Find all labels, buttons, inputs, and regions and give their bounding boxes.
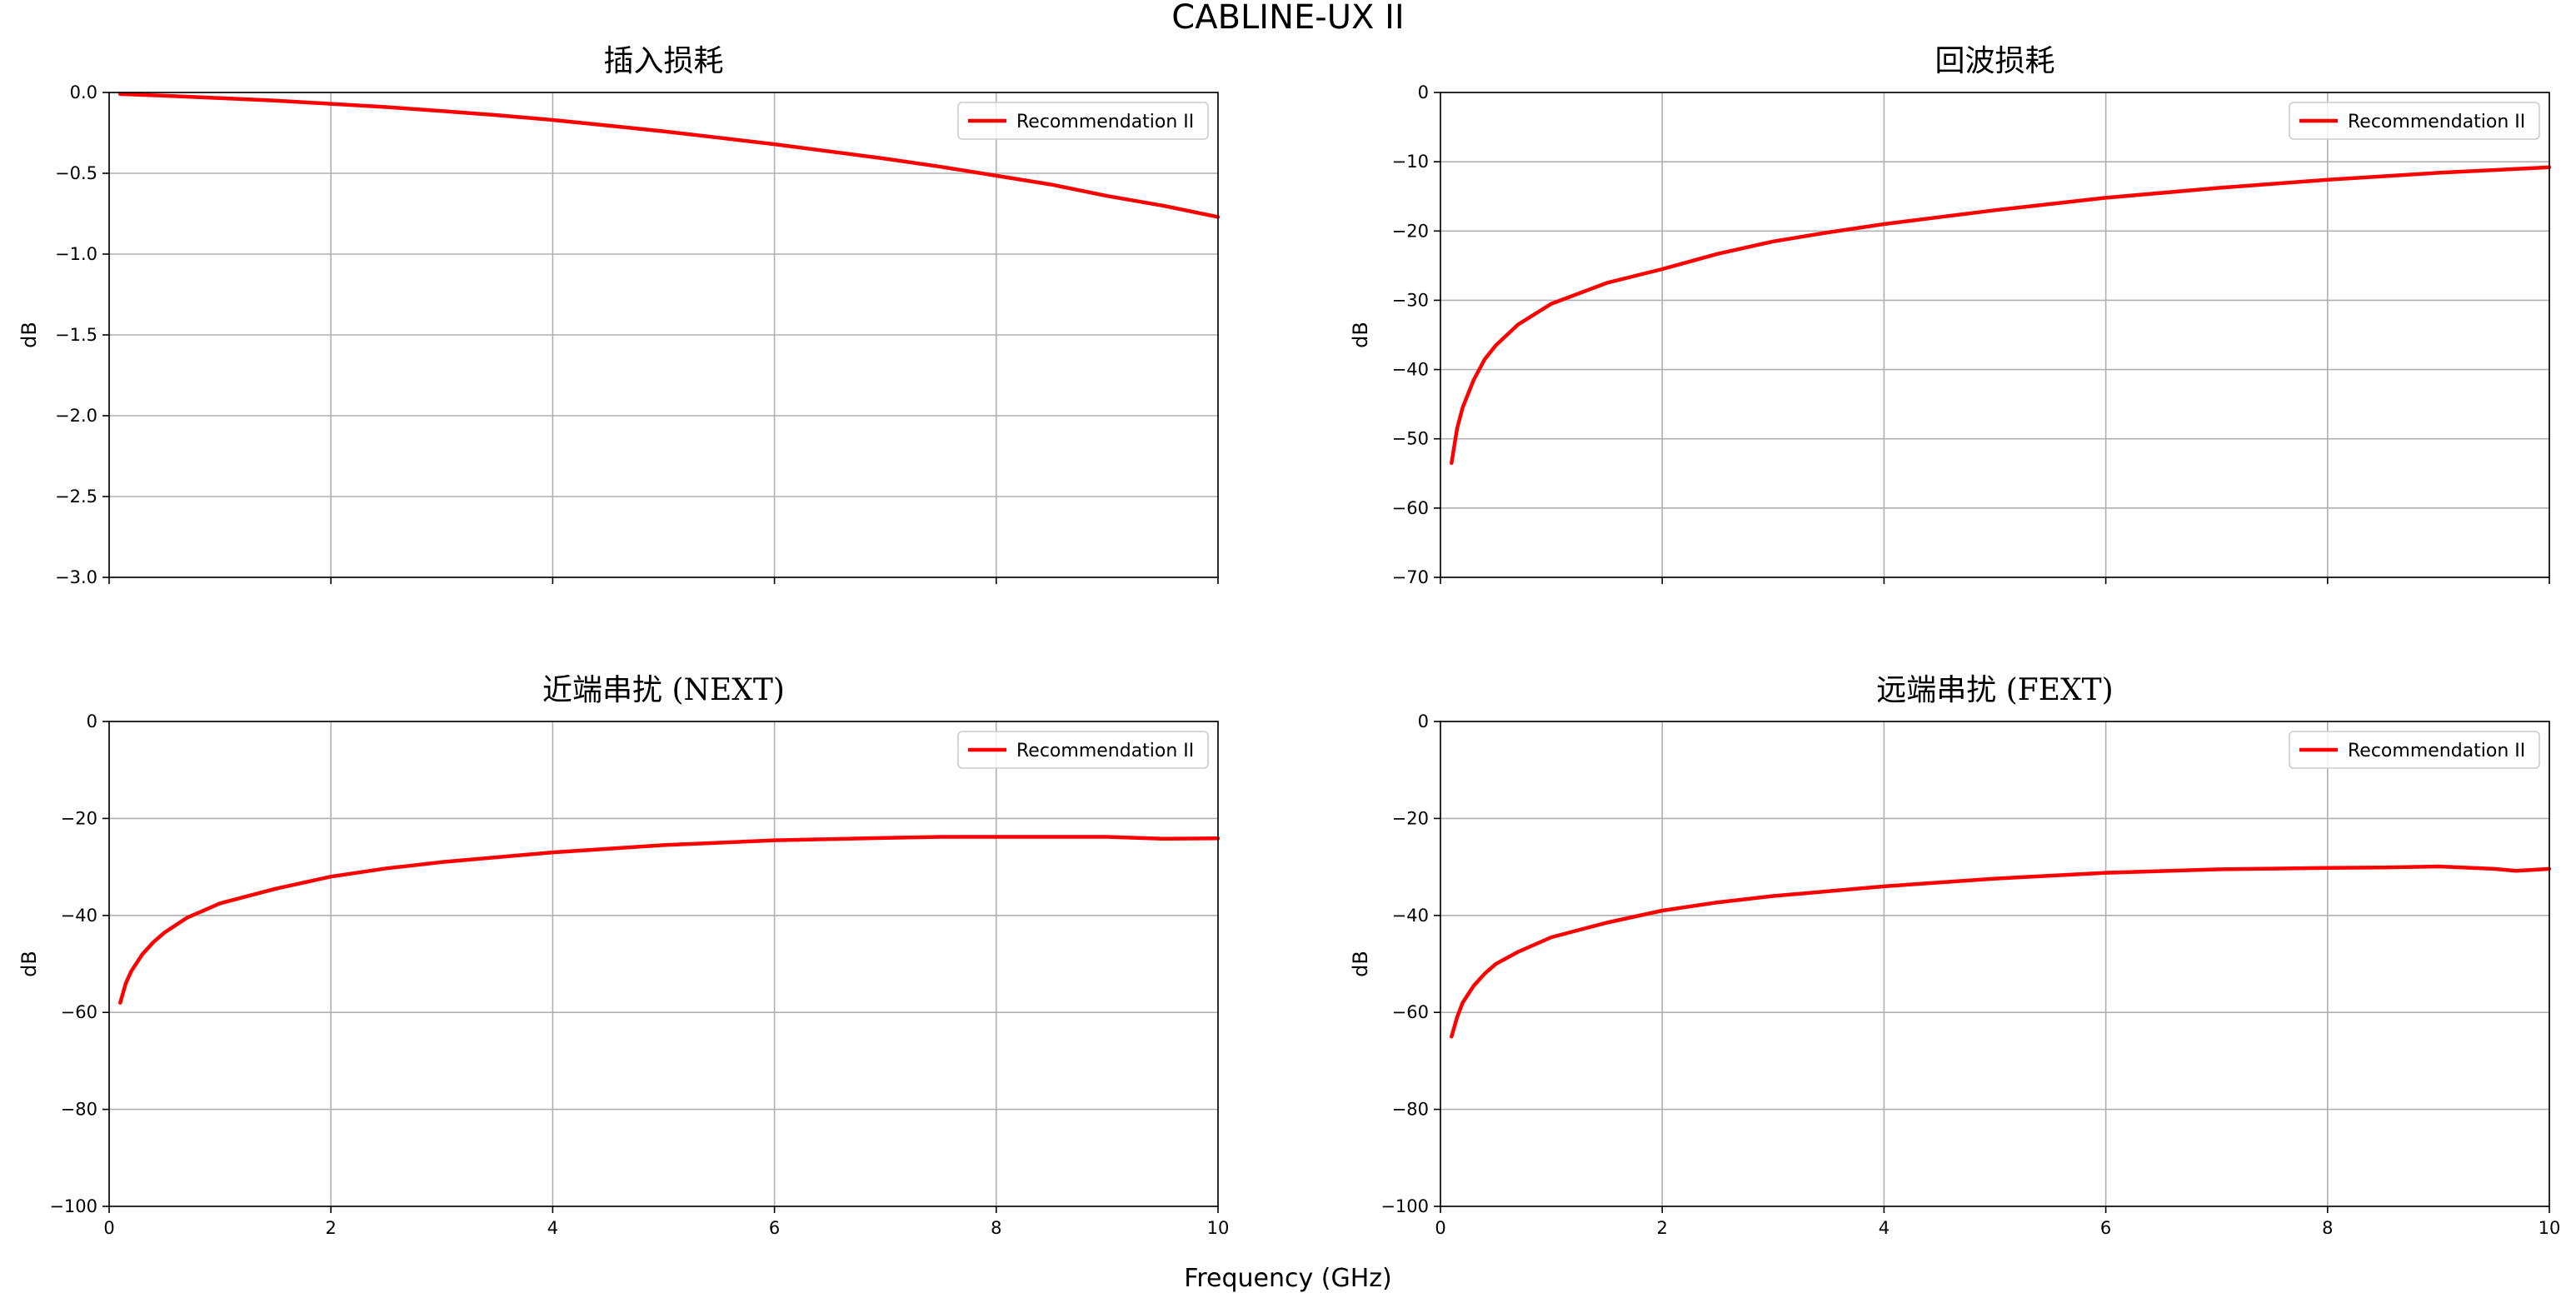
y-tick-label: −0.5 (55, 163, 97, 183)
y-tick-label: −80 (1392, 1100, 1429, 1120)
legend-box (957, 731, 1209, 769)
series-line-next (118, 835, 1221, 1005)
plot-frame (108, 721, 1219, 1207)
x-tick-label: 8 (991, 1218, 1001, 1238)
x-tick-label: 4 (1879, 1218, 1890, 1238)
y-tick-label: −60 (1392, 498, 1429, 518)
y-tick-label: −20 (61, 808, 97, 828)
subplot-grid: 插入损耗 dB 0.0 −0.5 −1.0 −1.5 −2.0 −2.5 −3.0 Recomme… (17, 44, 2560, 1238)
y-tick-label: −20 (1392, 808, 1429, 828)
x-tick-label: 0 (103, 1218, 114, 1238)
legend-box (2289, 102, 2540, 140)
subplot-title: 近端串扰 (NEXT) (542, 673, 785, 707)
y-tick-label: −2.0 (55, 406, 97, 426)
legend-box (2289, 731, 2540, 769)
subplot-next: 近端串扰 (NEXT) dB 0 2 4 6 8 10 0 −20 −40 −60 −80 −100 Rec… (17, 673, 1229, 1238)
y-tick-label: −20 (1392, 221, 1429, 241)
y-tick-label: −80 (61, 1100, 97, 1120)
y-tick-label: −2.5 (55, 487, 97, 507)
subplot-title: 远端串扰 (FEXT) (1876, 673, 2113, 707)
y-tick-label: −1.0 (55, 244, 97, 264)
subplot-fext: 远端串扰 (FEXT) dB 0 2 4 6 8 10 0 −20 −40 −60 −80 −100 Rec… (1349, 673, 2560, 1238)
y-tick-label: −100 (49, 1196, 97, 1216)
y-tick-label: −40 (1392, 360, 1429, 380)
y-axis-label: dB (1349, 951, 1372, 977)
legend-box (957, 102, 1209, 140)
x-tick-label: 2 (1657, 1218, 1668, 1238)
y-tick-label: −1.5 (55, 325, 97, 345)
y-tick-label: 0.0 (70, 82, 97, 102)
y-tick-label: −40 (61, 906, 97, 926)
figure-title: CABLINE-UX II (1171, 0, 1404, 37)
y-tick-label: 0 (87, 711, 97, 731)
subplot-insertion-loss: 插入损耗 dB 0.0 −0.5 −1.0 −1.5 −2.0 −2.5 −3.0 Recomme… (17, 44, 1221, 587)
y-tick-label: −50 (1392, 429, 1429, 449)
subplot-title: 回波损耗 (1934, 44, 2054, 78)
y-tick-label: −60 (1392, 1002, 1429, 1022)
x-tick-label: 2 (326, 1218, 337, 1238)
legend: Recommendation II (957, 731, 1209, 769)
y-axis-label: dB (17, 951, 41, 977)
x-tick-label: 6 (2100, 1218, 2111, 1238)
y-tick-label: −60 (61, 1002, 97, 1022)
y-tick-label: −3.0 (55, 567, 97, 587)
y-tick-label: −10 (1392, 152, 1429, 172)
plot-frame (1440, 721, 2550, 1207)
y-tick-label: −40 (1392, 906, 1429, 926)
x-tick-label: 4 (547, 1218, 558, 1238)
y-tick-label: −30 (1392, 290, 1429, 310)
y-tick-label: −70 (1392, 567, 1429, 587)
x-tick-label: 10 (2539, 1218, 2561, 1238)
series-line-insertion-loss (118, 92, 1221, 219)
subplot-return-loss: 回波损耗 dB 0 −10 −20 −30 −40 −50 −60 −70 Recommendati… (1349, 44, 2552, 587)
x-tick-label: 0 (1435, 1218, 1445, 1238)
y-axis-label: dB (1349, 322, 1372, 348)
y-tick-label: 0 (1418, 711, 1429, 731)
x-tick-label: 6 (769, 1218, 780, 1238)
legend: Recommendation II (2289, 731, 2540, 769)
x-tick-label: 8 (2322, 1218, 2333, 1238)
legend-label: Recommendation II (2348, 112, 2525, 132)
series-line-fext (1450, 864, 2552, 1039)
series-line-return-loss (1450, 165, 2552, 466)
legend: Recommendation II (957, 102, 1209, 140)
legend-label: Recommendation II (2348, 741, 2525, 761)
y-tick-label: −100 (1380, 1196, 1429, 1216)
legend-label: Recommendation II (1016, 741, 1194, 761)
figure-x-axis-label: Frequency (GHz) (1184, 1264, 1391, 1293)
subplot-title: 插入损耗 (603, 44, 723, 78)
x-tick-label: 10 (1207, 1218, 1230, 1238)
plot-frame (108, 92, 1219, 578)
y-tick-label: 0 (1418, 82, 1429, 102)
legend-label: Recommendation II (1016, 112, 1194, 132)
legend: Recommendation II (2289, 102, 2540, 140)
y-axis-label: dB (17, 322, 41, 348)
plot-frame (1440, 92, 2550, 578)
